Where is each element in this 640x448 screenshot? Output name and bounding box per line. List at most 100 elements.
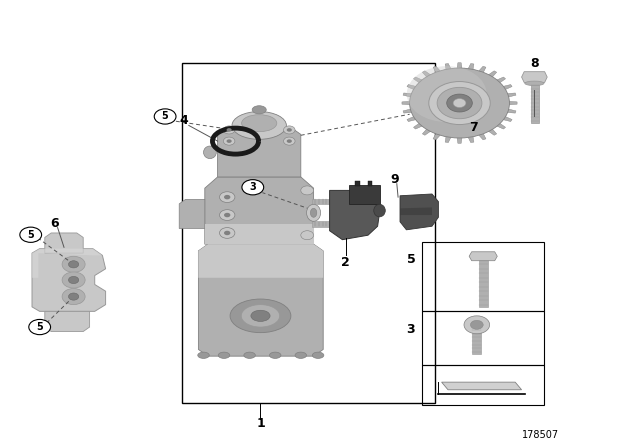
Ellipse shape bbox=[269, 352, 281, 358]
Circle shape bbox=[224, 231, 230, 235]
Text: 1: 1 bbox=[256, 417, 265, 430]
Circle shape bbox=[29, 319, 51, 335]
Circle shape bbox=[287, 128, 292, 132]
Polygon shape bbox=[478, 133, 486, 140]
Circle shape bbox=[220, 228, 235, 238]
Polygon shape bbox=[400, 194, 438, 230]
Ellipse shape bbox=[374, 204, 385, 217]
Polygon shape bbox=[413, 77, 424, 84]
Bar bbox=[355, 181, 360, 186]
Bar bbox=[368, 181, 372, 186]
Polygon shape bbox=[198, 244, 323, 356]
Circle shape bbox=[223, 126, 235, 134]
Circle shape bbox=[287, 139, 292, 143]
Polygon shape bbox=[468, 64, 474, 71]
Bar bbox=[479, 259, 488, 307]
Polygon shape bbox=[478, 66, 486, 73]
Ellipse shape bbox=[307, 204, 321, 221]
Polygon shape bbox=[445, 64, 451, 71]
Polygon shape bbox=[407, 85, 417, 90]
Circle shape bbox=[220, 210, 235, 220]
Circle shape bbox=[284, 137, 295, 145]
Circle shape bbox=[453, 99, 466, 108]
Text: 3: 3 bbox=[406, 323, 415, 336]
Bar bbox=[422, 365, 544, 405]
Polygon shape bbox=[508, 101, 517, 105]
Bar bbox=[349, 185, 380, 204]
Polygon shape bbox=[502, 85, 512, 90]
Text: 5: 5 bbox=[406, 253, 415, 267]
Polygon shape bbox=[330, 190, 380, 240]
Polygon shape bbox=[407, 116, 417, 121]
Ellipse shape bbox=[244, 352, 255, 358]
Ellipse shape bbox=[312, 352, 324, 358]
Polygon shape bbox=[205, 224, 314, 244]
Polygon shape bbox=[506, 109, 516, 113]
Polygon shape bbox=[402, 101, 412, 105]
Circle shape bbox=[62, 272, 85, 288]
Polygon shape bbox=[487, 128, 497, 135]
Polygon shape bbox=[468, 135, 474, 142]
Circle shape bbox=[447, 94, 472, 112]
Circle shape bbox=[284, 126, 295, 134]
Polygon shape bbox=[205, 177, 314, 244]
Polygon shape bbox=[522, 72, 547, 82]
Polygon shape bbox=[413, 122, 424, 129]
Polygon shape bbox=[422, 71, 432, 78]
Polygon shape bbox=[487, 71, 497, 78]
Ellipse shape bbox=[242, 115, 277, 132]
Bar bbox=[531, 82, 539, 123]
Polygon shape bbox=[457, 137, 462, 143]
Circle shape bbox=[410, 68, 509, 138]
Bar bbox=[422, 242, 544, 311]
Circle shape bbox=[227, 139, 232, 143]
Ellipse shape bbox=[198, 352, 209, 358]
Polygon shape bbox=[457, 63, 462, 69]
Polygon shape bbox=[433, 133, 441, 140]
Polygon shape bbox=[400, 207, 432, 215]
Circle shape bbox=[68, 276, 79, 284]
Bar bbox=[422, 311, 544, 365]
Circle shape bbox=[301, 231, 314, 240]
Text: 178507: 178507 bbox=[522, 431, 559, 440]
Polygon shape bbox=[403, 93, 413, 97]
Text: 6: 6 bbox=[50, 216, 59, 230]
Polygon shape bbox=[502, 116, 512, 121]
Circle shape bbox=[429, 82, 490, 125]
Polygon shape bbox=[179, 199, 205, 228]
Polygon shape bbox=[422, 128, 432, 135]
Ellipse shape bbox=[230, 299, 291, 332]
Ellipse shape bbox=[310, 208, 317, 217]
Polygon shape bbox=[433, 66, 441, 73]
Ellipse shape bbox=[251, 310, 270, 322]
Polygon shape bbox=[403, 109, 413, 113]
Polygon shape bbox=[32, 249, 102, 278]
Polygon shape bbox=[32, 249, 106, 311]
Circle shape bbox=[301, 186, 314, 195]
Ellipse shape bbox=[525, 81, 544, 86]
Circle shape bbox=[20, 227, 42, 242]
Circle shape bbox=[224, 213, 230, 217]
Circle shape bbox=[154, 109, 176, 124]
Polygon shape bbox=[442, 382, 522, 390]
Ellipse shape bbox=[232, 112, 287, 139]
Circle shape bbox=[220, 192, 235, 202]
Ellipse shape bbox=[204, 146, 216, 159]
Circle shape bbox=[242, 180, 264, 195]
Polygon shape bbox=[198, 244, 323, 278]
Ellipse shape bbox=[252, 106, 266, 114]
Ellipse shape bbox=[241, 305, 280, 327]
Circle shape bbox=[437, 87, 482, 119]
Polygon shape bbox=[506, 93, 516, 97]
Circle shape bbox=[62, 289, 85, 305]
Circle shape bbox=[464, 316, 490, 334]
Ellipse shape bbox=[218, 352, 230, 358]
Bar bbox=[472, 323, 481, 354]
Circle shape bbox=[68, 261, 79, 268]
Text: 7: 7 bbox=[469, 121, 478, 134]
Circle shape bbox=[62, 256, 85, 272]
Bar bbox=[312, 199, 330, 204]
Polygon shape bbox=[45, 233, 83, 253]
Polygon shape bbox=[469, 252, 497, 261]
Text: 5: 5 bbox=[36, 322, 43, 332]
